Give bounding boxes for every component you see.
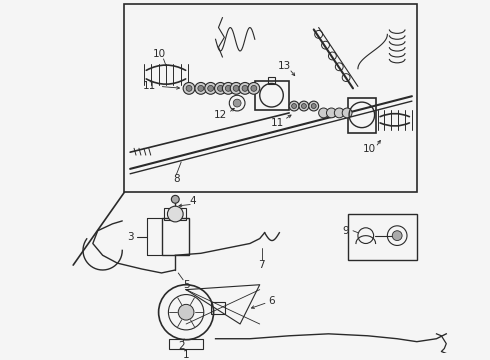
- Circle shape: [326, 108, 336, 118]
- Circle shape: [222, 82, 234, 94]
- Bar: [348, 214, 417, 260]
- Text: 9: 9: [343, 226, 349, 236]
- Bar: [170, 339, 203, 348]
- Text: 13: 13: [278, 61, 291, 71]
- Text: 3: 3: [127, 231, 133, 242]
- Circle shape: [248, 82, 260, 94]
- Circle shape: [233, 85, 239, 91]
- Circle shape: [225, 85, 231, 91]
- Circle shape: [215, 82, 226, 94]
- Text: 6: 6: [268, 296, 275, 306]
- Circle shape: [309, 101, 318, 111]
- Text: 5: 5: [183, 280, 190, 290]
- Circle shape: [183, 82, 195, 94]
- Text: 1: 1: [183, 350, 190, 360]
- Bar: [124, 4, 417, 193]
- Circle shape: [233, 99, 241, 107]
- Bar: [348, 98, 375, 132]
- Text: 10: 10: [363, 144, 376, 154]
- Circle shape: [205, 82, 217, 94]
- Text: 7: 7: [258, 260, 265, 270]
- Circle shape: [299, 101, 309, 111]
- Circle shape: [186, 85, 192, 91]
- Circle shape: [198, 85, 204, 91]
- Text: 4: 4: [190, 196, 196, 206]
- Circle shape: [292, 104, 296, 108]
- Text: 11: 11: [271, 118, 284, 128]
- Bar: [211, 302, 225, 314]
- Circle shape: [342, 108, 352, 118]
- Circle shape: [172, 195, 179, 203]
- Circle shape: [218, 85, 223, 91]
- Circle shape: [230, 82, 242, 94]
- Text: 2: 2: [178, 341, 185, 351]
- Circle shape: [208, 85, 214, 91]
- Bar: [268, 77, 275, 85]
- Circle shape: [289, 101, 299, 111]
- Bar: [255, 81, 289, 110]
- Circle shape: [318, 108, 328, 118]
- Text: 12: 12: [214, 110, 227, 120]
- Circle shape: [301, 104, 306, 108]
- Circle shape: [239, 82, 251, 94]
- Bar: [165, 208, 186, 220]
- Circle shape: [178, 304, 194, 320]
- Circle shape: [251, 85, 257, 91]
- Circle shape: [195, 82, 207, 94]
- Circle shape: [242, 85, 248, 91]
- Circle shape: [311, 104, 316, 108]
- Text: 10: 10: [153, 49, 166, 59]
- Circle shape: [168, 206, 183, 222]
- Circle shape: [392, 231, 402, 240]
- Circle shape: [334, 108, 344, 118]
- Bar: [162, 218, 189, 255]
- Text: 8: 8: [173, 174, 179, 184]
- Text: 11: 11: [143, 81, 156, 91]
